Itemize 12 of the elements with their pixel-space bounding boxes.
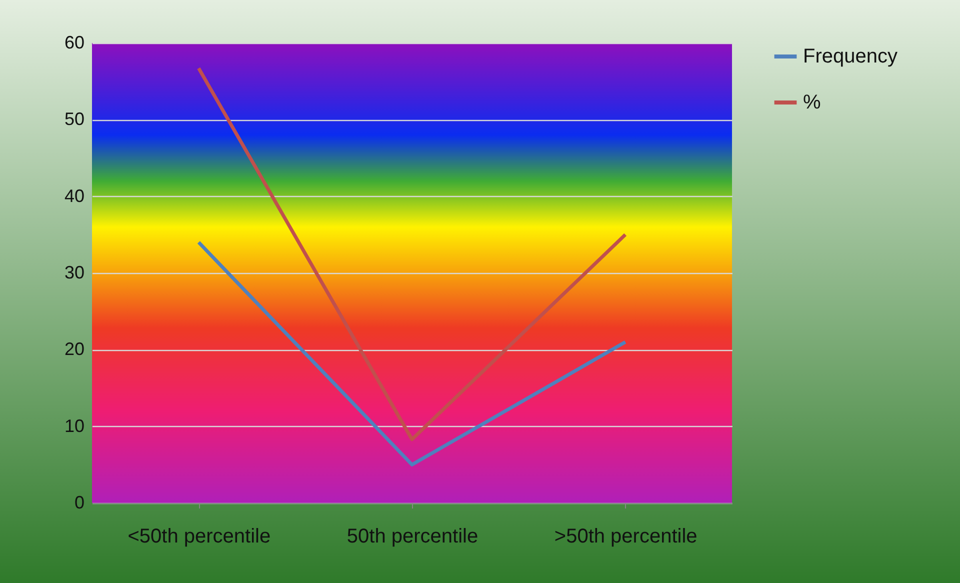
legend-label: Frequency bbox=[803, 46, 898, 68]
y-tick-label: 0 bbox=[74, 492, 84, 512]
x-tick-label: <50th percentile bbox=[128, 526, 271, 548]
legend-label: % bbox=[803, 92, 821, 114]
y-tick-label: 20 bbox=[64, 339, 84, 360]
y-tick-label: 60 bbox=[64, 32, 84, 52]
y-tick-label: 50 bbox=[64, 109, 84, 130]
x-tick-label: 50th percentile bbox=[346, 526, 478, 548]
y-tick-label: 10 bbox=[64, 416, 84, 436]
y-tick-label: 40 bbox=[64, 186, 84, 206]
y-tick-label: 30 bbox=[64, 262, 84, 282]
x-tick-label: >50th percentile bbox=[554, 526, 698, 548]
